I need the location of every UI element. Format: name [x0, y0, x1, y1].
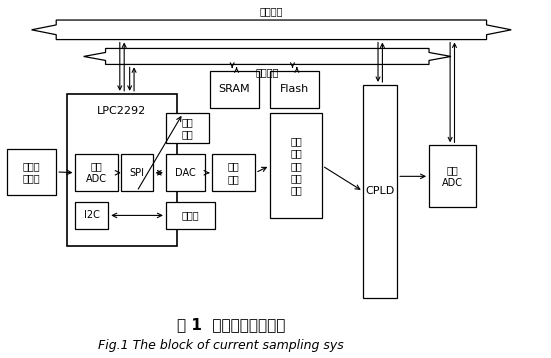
Text: Fig.1 The block of current sampling sys: Fig.1 The block of current sampling sys — [98, 339, 344, 353]
Bar — [7, 149, 56, 195]
Bar — [75, 154, 118, 192]
Bar — [67, 94, 177, 247]
Text: 实时钟: 实时钟 — [182, 211, 199, 221]
Text: 高速
电流
采样
启动
信号: 高速 电流 采样 启动 信号 — [290, 136, 302, 195]
Polygon shape — [31, 20, 511, 40]
Text: SPI: SPI — [129, 168, 144, 178]
Bar — [166, 202, 215, 229]
Polygon shape — [84, 48, 451, 64]
Bar — [363, 85, 397, 298]
Bar — [166, 113, 209, 144]
Text: I2C: I2C — [84, 211, 100, 221]
Bar — [429, 145, 476, 207]
Bar — [213, 154, 255, 192]
Text: Flash: Flash — [280, 84, 309, 94]
Text: 正常电
流采集: 正常电 流采集 — [23, 161, 40, 183]
Bar — [210, 71, 259, 108]
Text: 电流
阈值: 电流 阈值 — [228, 161, 240, 184]
Text: SRAM: SRAM — [219, 84, 250, 94]
Text: 实际
电流: 实际 电流 — [181, 117, 193, 140]
Bar — [270, 71, 320, 108]
Text: 地址总线: 地址总线 — [260, 6, 283, 16]
Bar — [166, 154, 206, 192]
Text: 片内
ADC: 片内 ADC — [87, 161, 107, 184]
Text: DAC: DAC — [175, 168, 196, 178]
Text: CPLD: CPLD — [365, 187, 395, 197]
Text: 数据总线: 数据总线 — [256, 67, 279, 77]
Bar — [121, 154, 153, 192]
Text: 高速
ADC: 高速 ADC — [442, 165, 463, 188]
Text: LPC2292: LPC2292 — [98, 106, 147, 116]
Bar — [270, 113, 322, 218]
Bar — [75, 202, 109, 229]
Text: 图 1  电流采集系统框图: 图 1 电流采集系统框图 — [177, 317, 286, 332]
